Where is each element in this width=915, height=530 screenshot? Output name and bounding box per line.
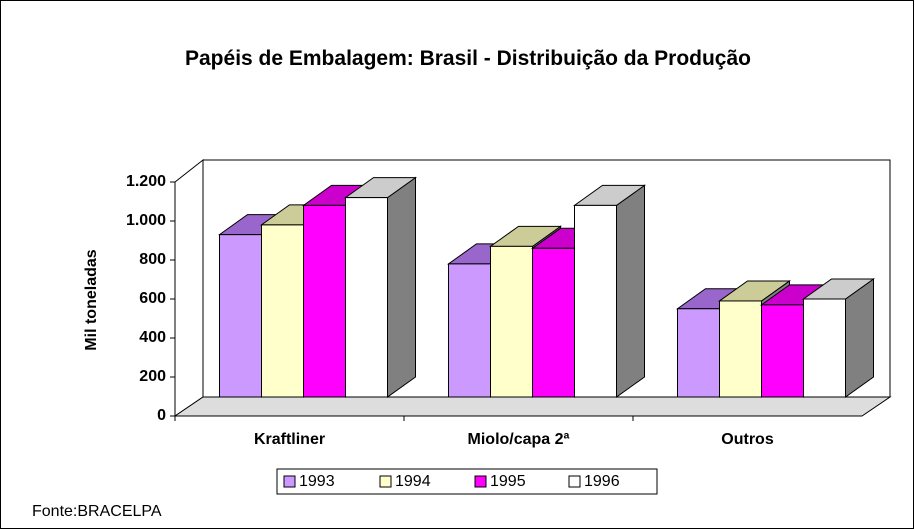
bar	[574, 204, 617, 398]
bar	[448, 263, 491, 398]
legend-label: 1994	[395, 473, 431, 490]
bar	[761, 304, 804, 398]
bar-side	[845, 278, 874, 398]
chart-title: Papéis de Embalagem: Brasil - Distribuiç…	[185, 47, 751, 70]
bar	[677, 308, 720, 398]
bar	[803, 298, 846, 398]
bar	[719, 300, 762, 398]
legend-swatch	[283, 475, 296, 488]
legend-label: 1993	[299, 473, 335, 490]
bar	[303, 204, 346, 398]
y-tick-label: 200	[139, 368, 166, 385]
y-tick-label: 800	[139, 251, 166, 268]
bar-side	[387, 176, 416, 398]
bar	[345, 197, 388, 398]
legend-label: 1996	[584, 473, 620, 490]
x-tick-label: Outros	[721, 431, 774, 448]
y-tick-label: 600	[139, 290, 166, 307]
x-tick-label: Miolo/capa 2ª	[468, 431, 570, 448]
bar	[219, 234, 262, 398]
y-tick-label: 1.200	[126, 173, 166, 190]
legend-swatch	[379, 475, 392, 488]
y-tick-label: 1.000	[126, 212, 166, 229]
y-axis-label: Mil toneladas	[83, 249, 100, 350]
bar	[261, 224, 304, 398]
legend-label: 1995	[490, 473, 526, 490]
legend-box	[276, 468, 658, 495]
bar	[532, 247, 575, 398]
legend-swatch	[568, 475, 581, 488]
x-tick-label: Kraftliner	[254, 431, 325, 448]
y-tick-label: 0	[157, 407, 166, 424]
bar	[490, 245, 533, 398]
source-note: Fonte:BRACELPA	[32, 503, 162, 520]
side-wall	[174, 158, 204, 417]
y-tick-label: 400	[139, 329, 166, 346]
bar-side	[616, 184, 645, 398]
legend-swatch	[474, 475, 487, 488]
floor	[173, 396, 892, 417]
